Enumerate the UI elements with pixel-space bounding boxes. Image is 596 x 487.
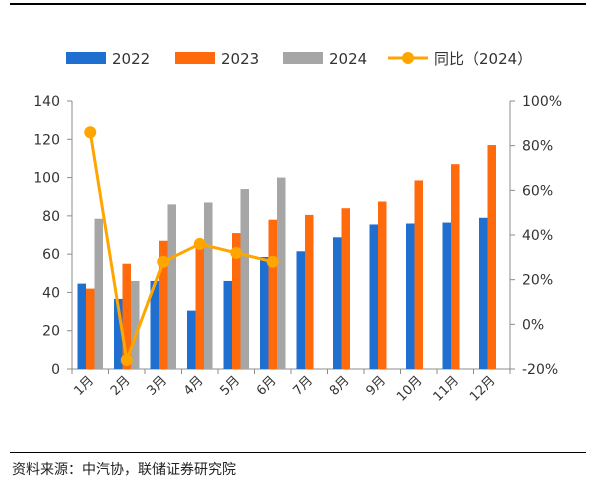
bar-2023 <box>451 164 460 369</box>
x-tick-label: 4月 <box>181 373 207 399</box>
legend-label: 2022 <box>112 50 150 68</box>
legend-swatch-2024 <box>283 52 323 64</box>
bar-2024 <box>131 280 140 369</box>
x-tick-label: 7月 <box>290 373 316 399</box>
bar-2022 <box>77 283 86 369</box>
yoy-point <box>193 237 206 250</box>
yoy-point <box>120 354 133 367</box>
legend-label: 2024 <box>329 50 367 68</box>
bar-2023 <box>487 145 496 369</box>
y-left-tick-label: 120 <box>33 132 60 148</box>
x-tick-label: 6月 <box>254 373 280 399</box>
yoy-point <box>266 255 279 268</box>
y-left-tick-label: 100 <box>33 171 60 187</box>
yoy-point <box>84 126 97 139</box>
y-right-tick-label: 60% <box>522 183 553 199</box>
bar-2023 <box>122 263 131 369</box>
y-right-tick-label: 100% <box>522 94 562 110</box>
legend-label: 2023 <box>221 50 259 68</box>
x-tick-label: 10月 <box>394 373 425 404</box>
x-tick-label: 11月 <box>431 373 462 404</box>
bar-2022 <box>406 223 415 369</box>
bar-2024 <box>240 189 249 369</box>
y-left-tick-label: 20 <box>42 324 60 340</box>
x-tick-label: 9月 <box>363 373 389 399</box>
bar-2023 <box>341 208 350 369</box>
bar-2024 <box>277 177 286 369</box>
bar-2022 <box>479 217 488 369</box>
x-tick-label: 3月 <box>144 373 170 399</box>
y-right-tick-label: 20% <box>522 273 553 289</box>
legend-swatch-marker <box>402 52 414 64</box>
top-rule <box>10 3 586 5</box>
bar-2022 <box>150 280 159 369</box>
y-left-tick-label: 80 <box>42 209 60 225</box>
yoy-point <box>230 246 243 259</box>
bar-2022 <box>369 224 378 369</box>
bar-2024 <box>204 202 213 369</box>
source-note: 资料来源：中汽协，联储证券研究院 <box>12 462 236 478</box>
y-right-tick-label: 80% <box>522 139 553 155</box>
yoy-line <box>88 132 274 366</box>
x-tick-label: 8月 <box>327 373 353 399</box>
bar-2024 <box>94 218 103 369</box>
bar-2022 <box>296 251 305 369</box>
bar-2023 <box>305 214 314 369</box>
bar-2023 <box>195 243 204 369</box>
bar-2024 <box>167 204 176 369</box>
x-tick-label: 12月 <box>467 373 498 404</box>
legend-label: 同比（2024） <box>434 50 532 68</box>
x-tick-label: 5月 <box>217 373 243 399</box>
y-right-tick-label: -20% <box>522 362 558 378</box>
bar-2022 <box>187 310 196 369</box>
y-left-tick-label: 40 <box>42 285 60 301</box>
bar-2022 <box>223 280 232 369</box>
x-tick-label: 2月 <box>108 373 134 399</box>
bar-2023 <box>268 219 277 369</box>
y-left-tick-label: 140 <box>33 94 60 110</box>
y-right-tick-label: 40% <box>522 228 553 244</box>
legend-swatch-2023 <box>175 52 215 64</box>
y-left-tick-label: 60 <box>42 247 60 263</box>
bar-2023 <box>232 233 241 369</box>
bar-2023 <box>378 201 387 369</box>
y-left-tick-label: 0 <box>51 362 60 378</box>
x-tick-label: 1月 <box>71 373 97 399</box>
legend-swatch-2022 <box>66 52 106 64</box>
bottom-rule <box>10 452 586 453</box>
bar-2023 <box>414 180 423 369</box>
bar-2022 <box>114 298 123 369</box>
bar-2023 <box>86 288 95 369</box>
yoy-point <box>157 255 170 268</box>
bar-2022 <box>333 237 342 369</box>
y-right-tick-label: 0% <box>522 317 544 333</box>
bar-2022 <box>260 257 269 369</box>
bar-2023 <box>159 240 168 369</box>
bar-2022 <box>442 222 451 369</box>
